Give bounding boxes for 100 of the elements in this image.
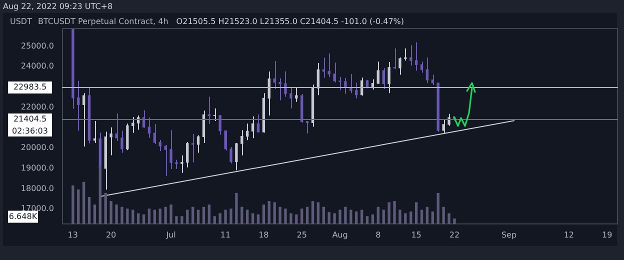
x-tick-label: 18 bbox=[258, 230, 269, 240]
bar bbox=[382, 210, 385, 224]
candlestick bbox=[344, 77, 347, 94]
bar bbox=[393, 201, 396, 224]
bar bbox=[208, 204, 211, 224]
candlestick bbox=[295, 86, 298, 102]
bar bbox=[77, 189, 80, 224]
y-tick-label: 18000.0 bbox=[20, 184, 54, 193]
candlestick bbox=[284, 70, 287, 98]
y-axis-title: USDT bbox=[10, 17, 32, 26]
bar bbox=[322, 206, 325, 224]
candlestick bbox=[420, 61, 424, 74]
bar bbox=[115, 204, 118, 224]
y-tick-label: 20000.0 bbox=[20, 143, 54, 152]
bar bbox=[436, 192, 440, 224]
bar bbox=[191, 206, 194, 224]
candlestick bbox=[235, 142, 238, 171]
bar bbox=[355, 211, 358, 224]
x-tick-label: 25 bbox=[296, 230, 307, 240]
candlestick bbox=[186, 141, 189, 168]
bar bbox=[410, 211, 412, 224]
x-tick-label: 15 bbox=[411, 230, 422, 240]
bar bbox=[224, 210, 227, 224]
bar bbox=[448, 213, 450, 224]
x-tick-label: 13 bbox=[68, 230, 78, 240]
bar bbox=[164, 206, 167, 224]
bar bbox=[136, 213, 140, 224]
candlestick bbox=[278, 78, 282, 101]
candlestick bbox=[431, 74, 434, 86]
bar bbox=[284, 208, 287, 224]
bar bbox=[420, 210, 424, 224]
bar bbox=[213, 216, 216, 224]
bar bbox=[398, 210, 402, 224]
candlestick bbox=[240, 130, 244, 156]
candlestick bbox=[126, 123, 129, 151]
candlestick bbox=[246, 123, 249, 141]
bar bbox=[142, 214, 146, 224]
bar bbox=[158, 208, 162, 224]
bar bbox=[333, 213, 336, 224]
candlestick bbox=[224, 130, 227, 152]
candlestick bbox=[110, 126, 112, 156]
y-tick-label: 22000.0 bbox=[20, 102, 54, 112]
bar bbox=[388, 202, 390, 224]
candlestick bbox=[164, 144, 167, 176]
candlestick bbox=[404, 48, 407, 62]
bar bbox=[306, 206, 309, 224]
x-tick-label: Aug bbox=[332, 230, 348, 240]
candlestick bbox=[82, 92, 86, 147]
bar bbox=[268, 201, 270, 224]
bar bbox=[295, 214, 298, 224]
bar bbox=[235, 192, 238, 224]
bar bbox=[251, 213, 254, 224]
bar bbox=[148, 208, 151, 224]
bar bbox=[126, 208, 129, 224]
x-tick-label: 20 bbox=[106, 230, 116, 240]
candlestick bbox=[132, 116, 134, 134]
bar bbox=[453, 218, 456, 224]
y-tick-label: 25000.0 bbox=[20, 41, 54, 50]
y-tick-label: 17000.0 bbox=[20, 204, 54, 214]
x-tick-label: 19 bbox=[602, 230, 612, 240]
candlestick bbox=[426, 57, 429, 84]
bar bbox=[240, 206, 244, 224]
bar bbox=[153, 210, 156, 224]
chart-title: BTCUSDT Perpetual Contract, 4h bbox=[38, 17, 168, 26]
candlestick bbox=[196, 134, 200, 154]
bar bbox=[110, 201, 112, 224]
candlestick bbox=[115, 112, 118, 142]
candlestick bbox=[180, 154, 184, 174]
candlestick bbox=[170, 130, 172, 170]
bar bbox=[300, 208, 304, 224]
bar bbox=[72, 185, 74, 224]
x-tick-label: Jul bbox=[165, 230, 176, 240]
candlestick bbox=[398, 57, 402, 76]
bar bbox=[230, 208, 232, 224]
bar bbox=[88, 196, 91, 224]
bar bbox=[120, 206, 124, 224]
ref-line-label: 22983.5 bbox=[13, 82, 47, 92]
candlestick bbox=[213, 108, 216, 122]
bar bbox=[414, 202, 418, 224]
bar bbox=[350, 210, 352, 224]
candlestick bbox=[393, 48, 396, 70]
bar bbox=[273, 202, 276, 224]
candlestick bbox=[273, 60, 276, 90]
candlestick bbox=[218, 114, 222, 136]
candlestick bbox=[382, 68, 385, 90]
chart-subtitle: O21505.5 H21523.0 L21355.0 C21404.5 -101.0 (-0.47%) bbox=[176, 17, 404, 26]
candlestick bbox=[388, 61, 390, 94]
bar bbox=[132, 210, 134, 224]
candlestick bbox=[338, 76, 342, 91]
candlestick bbox=[355, 82, 358, 99]
text: 6.648K bbox=[8, 212, 38, 221]
bar bbox=[290, 213, 292, 224]
candlestick bbox=[333, 62, 336, 83]
bar bbox=[93, 204, 96, 224]
bar bbox=[170, 204, 172, 224]
bar bbox=[186, 210, 189, 224]
candlestick bbox=[251, 116, 254, 139]
bar bbox=[366, 216, 369, 224]
candlestick bbox=[376, 61, 380, 84]
bar bbox=[104, 192, 107, 224]
